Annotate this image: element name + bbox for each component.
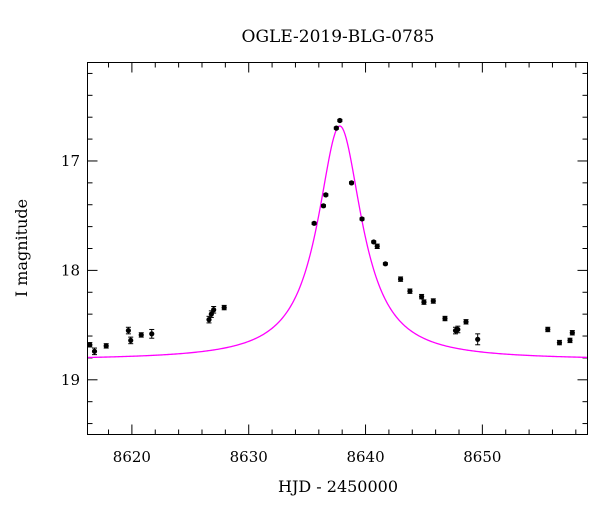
data-point-marker [206,317,212,323]
chart-title: OGLE-2019-BLG-0785 [242,27,435,47]
data-point [374,243,380,249]
data-point [359,216,365,222]
data-point [430,298,436,304]
data-point-marker [371,239,377,245]
data-point [211,305,217,314]
data-point-marker [323,192,329,198]
data-point [91,347,98,356]
data-point-marker [545,326,551,333]
data-point [421,299,427,305]
data-point-marker [382,261,388,267]
data-point-marker [128,337,134,344]
data-point [128,336,134,345]
data-point [442,315,448,322]
data-point [138,332,144,338]
data-point-marker [430,298,436,304]
data-point-marker [442,315,448,322]
data-point [407,288,413,294]
data-point-marker [407,288,413,294]
y-axis-ticks: 17 18 19 [61,152,588,389]
x-axis-label: HJD - 2450000 [278,477,398,496]
y-tick-label: 19 [61,371,80,389]
data-point-marker [419,294,425,300]
data-point [397,276,404,282]
data-point [333,125,339,131]
data-points [87,117,575,356]
data-point [475,333,481,346]
data-point-marker [103,343,109,349]
data-point [221,304,227,311]
data-point-marker [359,216,365,222]
y-axis-label: I magnitude [12,199,31,297]
data-point [125,326,131,335]
data-point-marker [125,327,131,334]
data-point [567,337,573,344]
data-point [419,293,425,300]
data-point [382,261,388,267]
x-axis-ticks: 8620 8630 8640 8650 [113,62,501,466]
data-point [149,328,155,339]
x-tick-label: 8620 [113,448,151,466]
x-minor-ticks [108,62,577,435]
data-point-marker [208,311,214,317]
model-layer [87,125,588,359]
data-point-marker [567,337,573,344]
data-point-marker [374,243,380,249]
data-point-marker [421,299,427,305]
data-point [320,203,327,209]
data-point-marker [337,117,343,124]
data-point-marker [397,276,404,282]
data-point [455,325,461,334]
data-point [87,342,93,348]
data-point-marker [138,332,144,338]
data-point [103,343,109,349]
plot-frame [87,62,588,435]
data-point [323,192,329,198]
x-tick-label: 8630 [230,448,268,466]
x-tick-label: 8650 [463,448,501,466]
data-point-marker [463,319,469,325]
data-point-marker [87,342,93,348]
data-point-marker [211,307,217,313]
data-point [311,220,317,226]
data-point-marker [556,339,563,346]
y-tick-label: 17 [61,152,80,170]
data-point [463,319,469,325]
data-point [556,339,563,346]
data-point-marker [91,348,98,354]
data-point-marker [333,125,339,131]
x-tick-label: 8640 [346,448,384,466]
data-point-marker [221,304,227,311]
data-point [348,180,355,186]
data-point-marker [569,330,575,336]
data-point-marker [475,336,481,342]
data-point-marker [311,220,317,226]
data-point-marker [348,180,355,186]
data-point-marker [320,203,327,209]
data-point [337,117,343,124]
data-point-marker [149,331,155,337]
data-point [371,239,377,245]
y-tick-label: 18 [61,261,80,279]
model-curve [87,125,588,359]
data-point [569,330,575,336]
data-point [545,326,551,333]
data-point-marker [455,326,461,333]
